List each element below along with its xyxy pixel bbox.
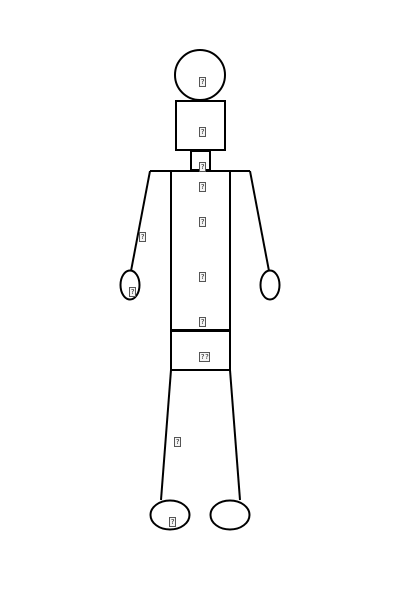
head-shape xyxy=(174,49,226,101)
right-hand-marker[interactable]: ? xyxy=(129,287,137,297)
right-foot-marker[interactable]: ? xyxy=(169,517,177,527)
torso-shape xyxy=(170,170,231,331)
left-leg-line xyxy=(229,369,241,501)
right-arm-marker[interactable]: ? xyxy=(139,232,147,242)
chest-marker[interactable]: ? xyxy=(199,217,207,227)
pelvis-shape xyxy=(170,330,231,371)
face-marker[interactable]: ? xyxy=(199,127,207,137)
right-thigh-marker[interactable]: ? xyxy=(174,437,182,447)
face-box-shape xyxy=(175,100,226,151)
lower-torso-marker[interactable]: ? xyxy=(199,317,207,327)
right-leg-line xyxy=(160,369,172,501)
chest-upper-marker[interactable]: ? xyxy=(199,182,207,192)
pelvis-marker[interactable]: ?? xyxy=(199,352,211,362)
right-foot-shape xyxy=(149,499,191,531)
neck-marker[interactable]: ? xyxy=(199,162,207,172)
left-foot-shape xyxy=(209,499,251,531)
left-hand-shape xyxy=(259,269,281,301)
right-arm-line xyxy=(130,170,151,272)
abdomen-marker[interactable]: ? xyxy=(199,272,207,282)
head-marker[interactable]: ? xyxy=(199,77,207,87)
right-hand-shape xyxy=(119,269,141,301)
left-arm-line xyxy=(249,170,270,272)
